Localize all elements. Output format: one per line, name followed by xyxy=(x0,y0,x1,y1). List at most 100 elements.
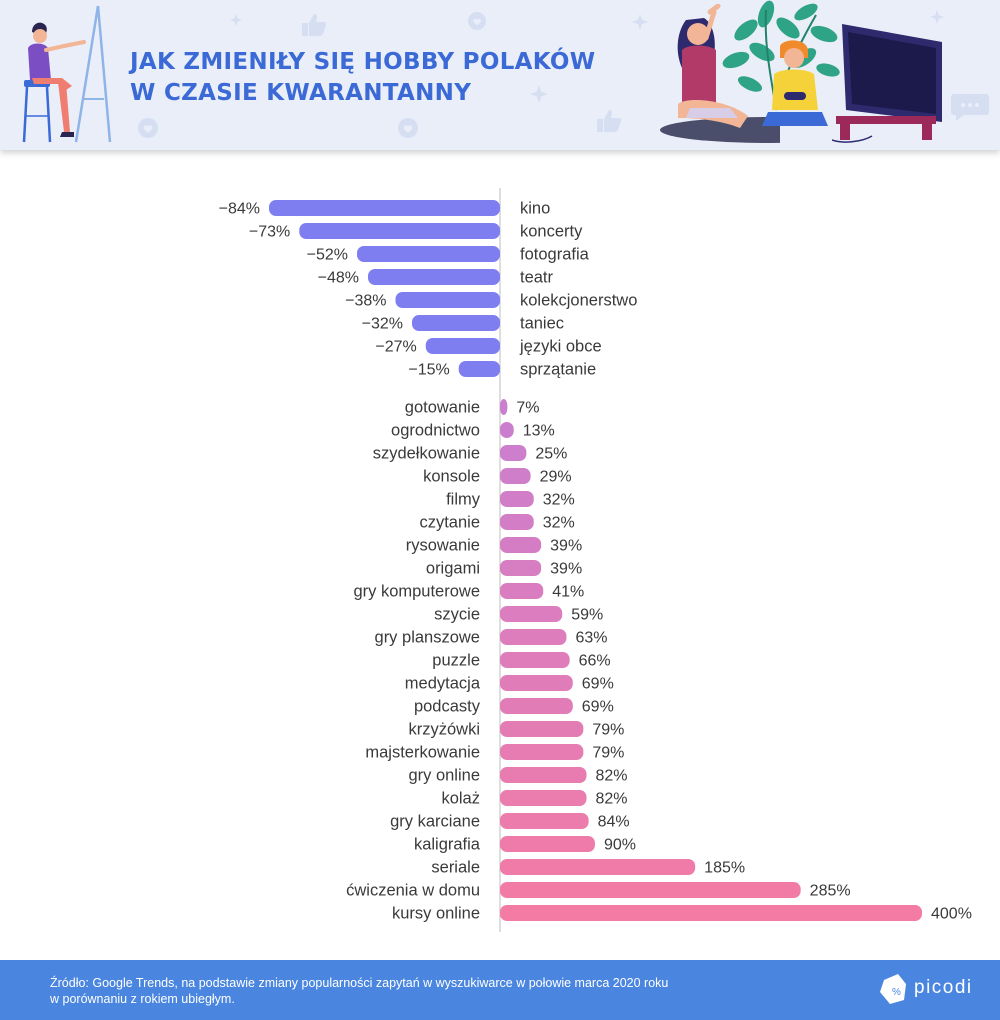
category-label: konsole xyxy=(423,468,480,486)
bar xyxy=(500,560,542,576)
value-label: −15% xyxy=(408,362,449,379)
category-label: kino xyxy=(520,200,550,218)
value-label: 39% xyxy=(550,561,582,578)
category-label: gotowanie xyxy=(405,399,480,417)
star-icon xyxy=(930,10,944,24)
value-label: 185% xyxy=(704,860,745,877)
source-line-1: Źródło: Google Trends, na podstawie zmia… xyxy=(50,976,669,990)
bar xyxy=(500,468,531,484)
category-label: czytanie xyxy=(419,514,480,532)
category-label: krzyżówki xyxy=(408,721,480,739)
bar xyxy=(500,537,542,553)
category-label: języki obce xyxy=(519,338,602,356)
star-icon xyxy=(530,85,548,103)
bar xyxy=(500,836,595,852)
category-label: sprzątanie xyxy=(520,361,596,379)
value-label: −84% xyxy=(219,201,260,218)
bar xyxy=(500,652,570,668)
value-label: 69% xyxy=(582,699,614,716)
bar xyxy=(368,269,500,285)
category-label: szycie xyxy=(434,606,480,624)
plant-illustration xyxy=(722,0,840,111)
chat-bubble-icon xyxy=(951,94,989,121)
category-label: kaligrafia xyxy=(414,836,481,854)
value-label: 79% xyxy=(592,722,624,739)
value-label: 66% xyxy=(579,653,611,670)
category-label: ćwiczenia w domu xyxy=(346,882,480,900)
bar xyxy=(500,744,584,760)
category-label: seriale xyxy=(431,859,480,877)
value-label: 32% xyxy=(543,492,575,509)
painter-illustration xyxy=(22,5,112,143)
value-label: 63% xyxy=(575,630,607,647)
value-label: 59% xyxy=(571,607,603,624)
value-label: 41% xyxy=(552,584,584,601)
value-label: −27% xyxy=(375,339,416,356)
bar xyxy=(500,583,544,599)
diverging-bar-chart: −84% kino −73% koncerty −52% fotografia −48% te… xyxy=(219,188,972,932)
bar xyxy=(500,790,587,806)
bar xyxy=(500,629,567,645)
value-label: 84% xyxy=(598,814,630,831)
heart-icon xyxy=(468,12,486,30)
svg-text:%: % xyxy=(892,987,901,998)
value-label: 13% xyxy=(523,423,555,440)
picodi-logo: % picodi xyxy=(878,970,988,1010)
bar xyxy=(395,292,500,308)
bar xyxy=(500,445,527,461)
bar xyxy=(500,905,922,921)
bar xyxy=(500,721,584,737)
category-label: kolekcjonerstwo xyxy=(520,292,637,310)
value-label: 400% xyxy=(931,906,972,923)
category-label: rysowanie xyxy=(406,537,480,555)
header-banner: JAK ZMIENIŁY SIĘ HOBBY POLAKÓW W CZASIE … xyxy=(0,0,1000,150)
source-line-2: w porównaniu z rokiem ubiegłym. xyxy=(50,992,235,1006)
category-label: gry komputerowe xyxy=(353,583,480,601)
category-label: ogrodnictwo xyxy=(391,422,480,440)
category-label: filmy xyxy=(446,491,481,509)
category-label: medytacja xyxy=(405,675,481,693)
bar xyxy=(500,675,573,691)
category-label: teatr xyxy=(520,269,554,287)
bar xyxy=(458,361,500,377)
value-label: 29% xyxy=(540,469,572,486)
value-label: −73% xyxy=(249,224,290,241)
value-label: −52% xyxy=(307,247,348,264)
footer: Źródło: Google Trends, na podstawie zmia… xyxy=(0,960,1000,1020)
value-label: −48% xyxy=(318,270,359,287)
heart-icon xyxy=(138,118,158,138)
boy-gamepad-illustration xyxy=(762,40,828,126)
value-label: 32% xyxy=(543,515,575,532)
bar xyxy=(269,200,500,216)
bar xyxy=(500,698,573,714)
chart-title: JAK ZMIENIŁY SIĘ HOBBY POLAKÓW W CZASIE … xyxy=(130,47,595,109)
bar xyxy=(500,422,514,438)
bar xyxy=(412,315,500,331)
title-line-1: JAK ZMIENIŁY SIĘ HOBBY POLAKÓW xyxy=(130,49,596,75)
category-label: kursy online xyxy=(392,905,480,923)
category-label: majsterkowanie xyxy=(365,744,480,762)
value-label: 82% xyxy=(596,791,628,808)
thumb-up-icon xyxy=(302,14,327,36)
bar xyxy=(425,338,500,354)
value-label: 69% xyxy=(582,676,614,693)
value-label: −32% xyxy=(362,316,403,333)
girl-phone-illustration xyxy=(660,4,780,143)
tag-icon: % xyxy=(880,974,906,1004)
title-line-2: W CZASIE KWARANTANNY xyxy=(130,80,472,106)
value-label: 25% xyxy=(535,446,567,463)
bar xyxy=(500,813,589,829)
bar xyxy=(500,859,696,875)
brand-name: picodi xyxy=(914,977,973,998)
category-label: taniec xyxy=(520,315,564,333)
category-label: kolaż xyxy=(441,790,480,808)
tv-illustration xyxy=(832,24,942,143)
bar xyxy=(500,882,801,898)
star-icon xyxy=(230,14,242,26)
value-label: 82% xyxy=(596,768,628,785)
value-label: 7% xyxy=(516,400,539,417)
value-label: 39% xyxy=(550,538,582,555)
category-label: fotografia xyxy=(520,246,590,264)
value-label: 285% xyxy=(810,883,851,900)
star-icon xyxy=(632,14,648,30)
